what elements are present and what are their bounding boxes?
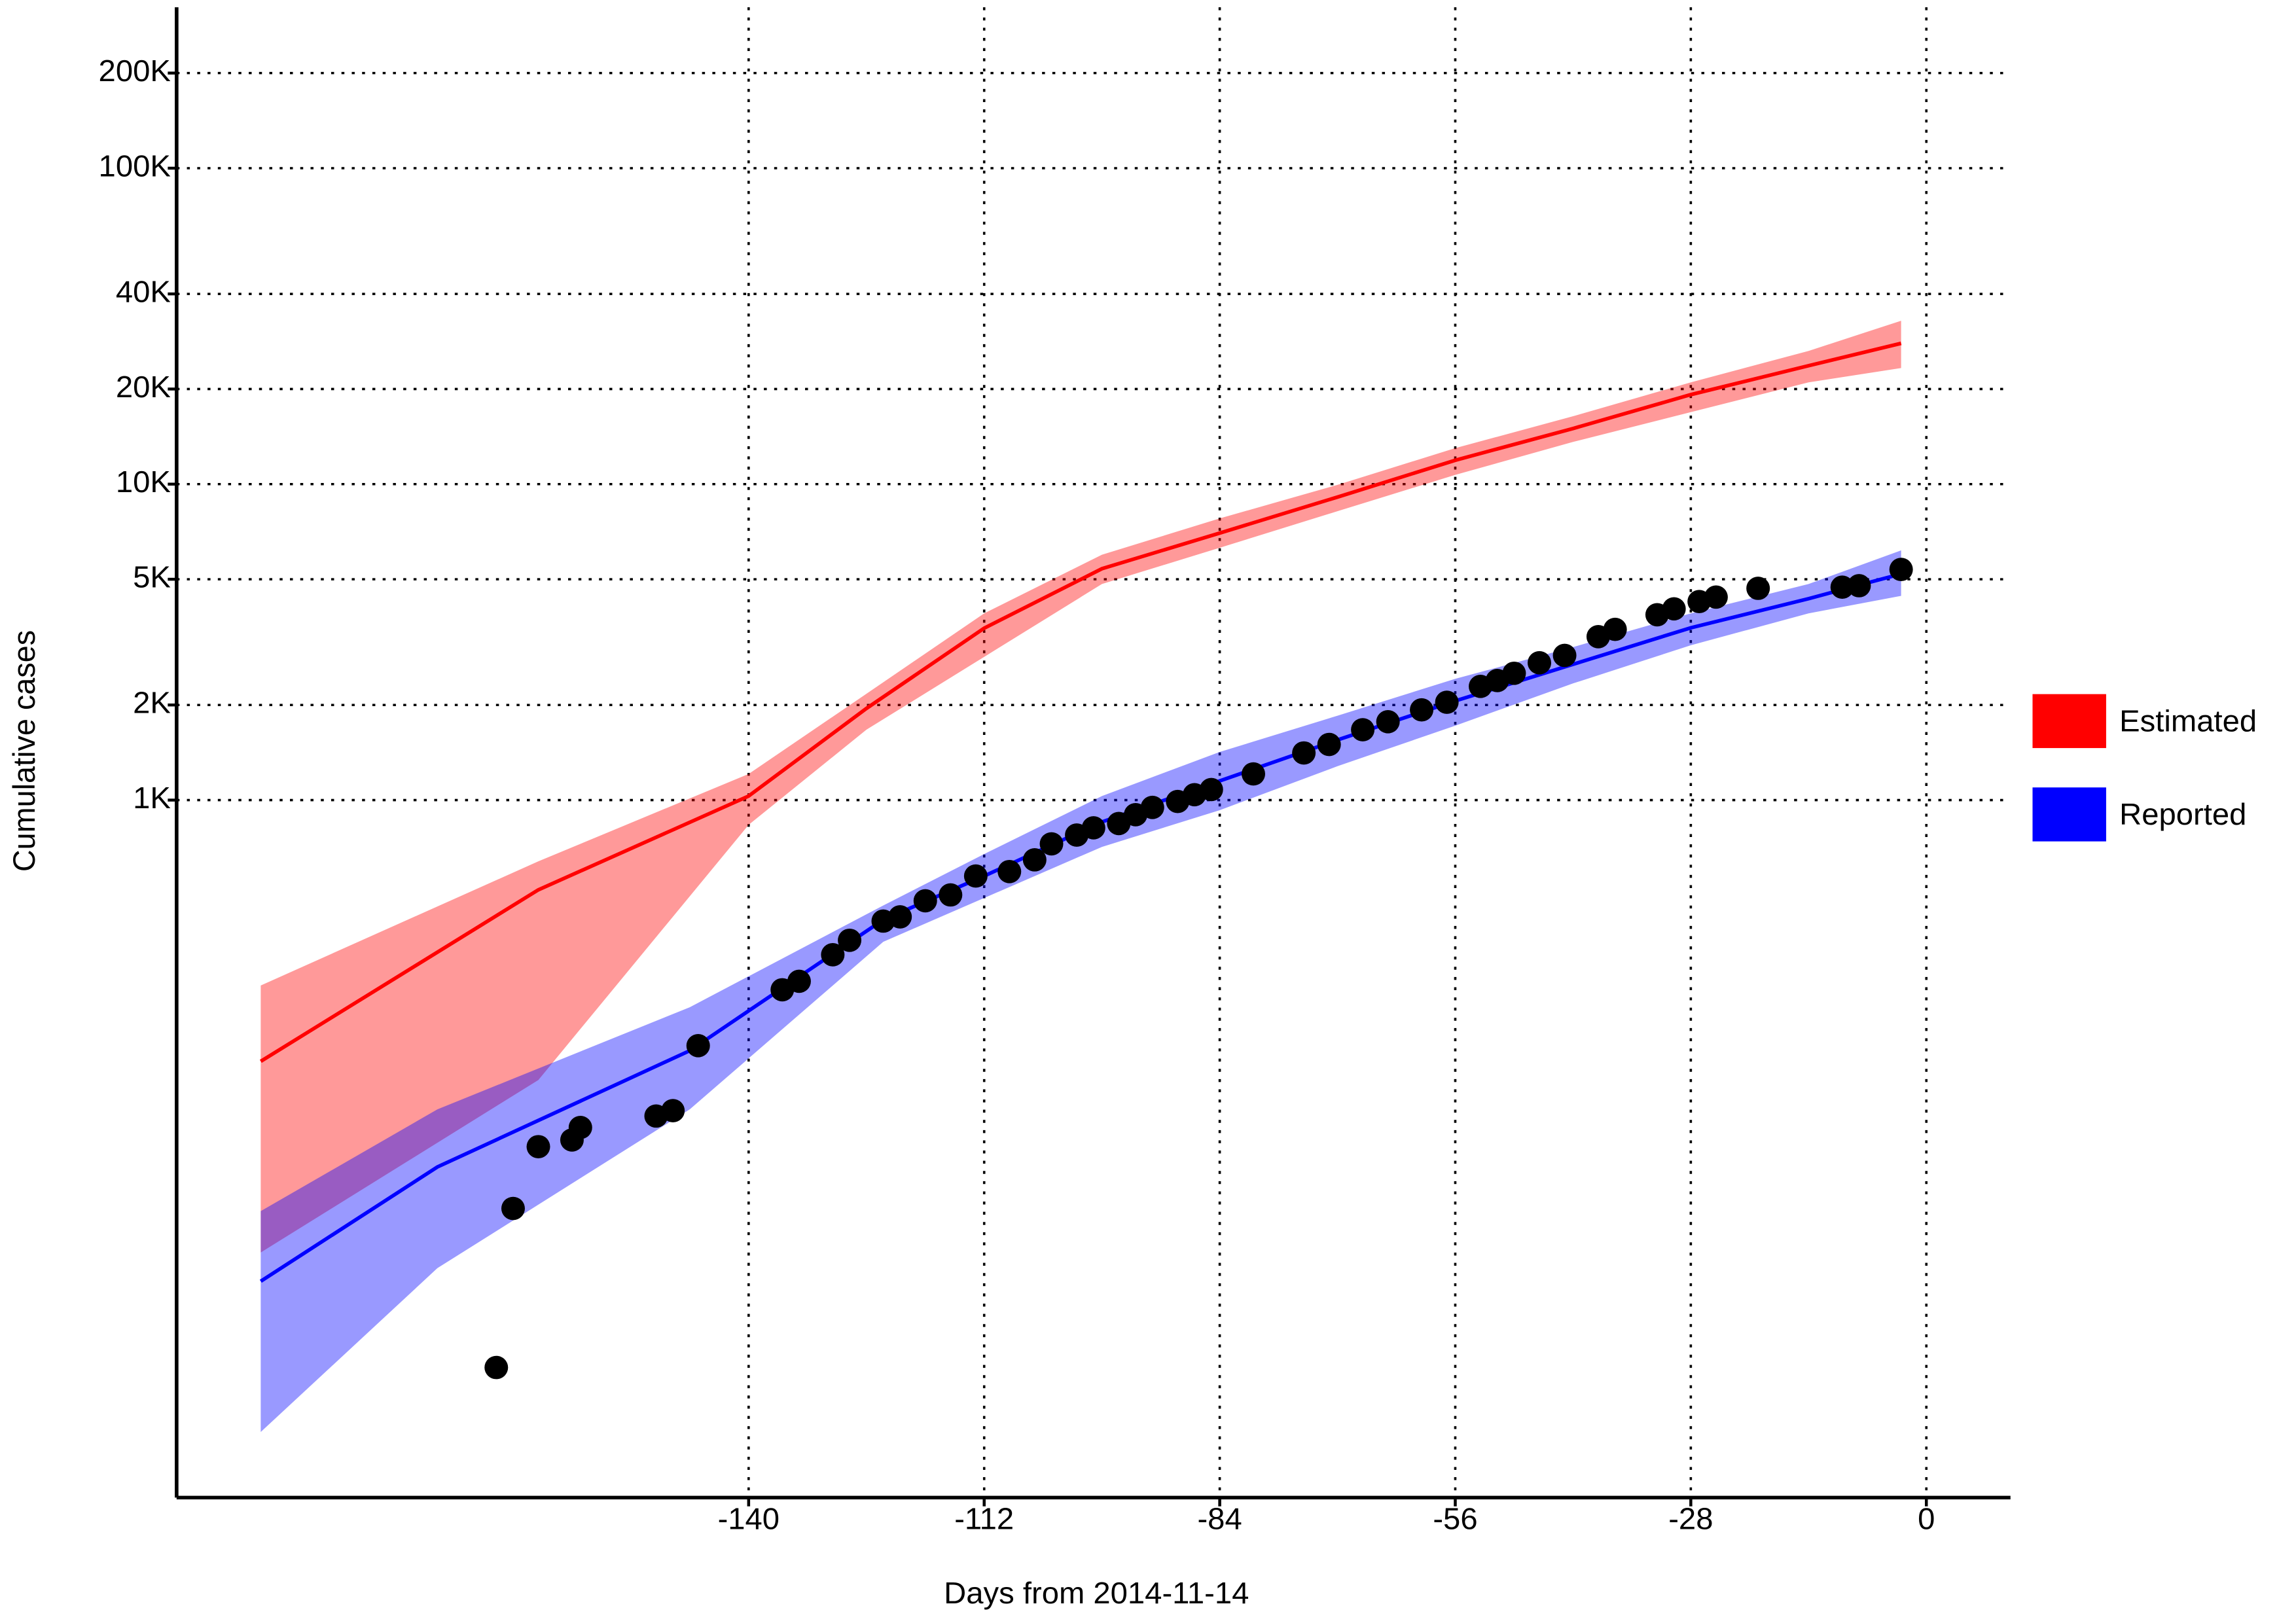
data-point bbox=[1376, 710, 1400, 734]
x-tick-label: -56 bbox=[1433, 1501, 1477, 1536]
data-point bbox=[1603, 617, 1627, 641]
data-point bbox=[1889, 558, 1913, 581]
data-point bbox=[1410, 698, 1434, 722]
data-point bbox=[1847, 574, 1871, 597]
data-point bbox=[686, 1034, 710, 1058]
x-tick-label: -84 bbox=[1197, 1501, 1242, 1536]
x-axis-title: Days from 2014-11-14 bbox=[944, 1575, 1249, 1610]
data-point bbox=[568, 1116, 592, 1139]
legend-swatch bbox=[2032, 694, 2106, 749]
x-tick-label: -28 bbox=[1668, 1501, 1713, 1536]
x-tick-label: -112 bbox=[954, 1501, 1014, 1536]
data-point bbox=[1081, 816, 1105, 840]
data-point bbox=[1435, 690, 1459, 714]
data-point bbox=[526, 1135, 550, 1158]
data-point bbox=[1039, 832, 1064, 856]
y-tick-label: 200K bbox=[99, 53, 171, 88]
y-tick-label: 5K bbox=[133, 560, 171, 594]
x-tick-label: 0 bbox=[1918, 1501, 1935, 1536]
data-point bbox=[1351, 718, 1375, 741]
data-point bbox=[1502, 661, 1526, 685]
data-point bbox=[1704, 585, 1728, 609]
data-point bbox=[1317, 732, 1341, 757]
data-point bbox=[1199, 777, 1223, 802]
y-tick-label: 2K bbox=[133, 685, 171, 720]
data-point bbox=[1830, 575, 1854, 599]
data-point bbox=[997, 859, 1022, 883]
data-point bbox=[1662, 597, 1686, 621]
line bbox=[259, 341, 1902, 1063]
data-point bbox=[821, 943, 845, 967]
data-point bbox=[1528, 651, 1551, 675]
data-point bbox=[1140, 795, 1164, 819]
legend-label: Estimated bbox=[2119, 704, 2257, 738]
y-tick-label: 10K bbox=[116, 464, 171, 499]
data-point bbox=[838, 928, 862, 952]
y-tick-label: 40K bbox=[116, 274, 171, 309]
data-point bbox=[501, 1196, 525, 1221]
y-tick-label: 1K bbox=[133, 780, 171, 815]
data-point bbox=[1292, 741, 1316, 765]
legend-label: Reported bbox=[2119, 796, 2246, 831]
x-tick-label: -140 bbox=[718, 1501, 780, 1536]
data-point bbox=[1022, 848, 1047, 872]
y-tick-label: 100K bbox=[99, 149, 171, 183]
data-point bbox=[888, 905, 912, 929]
data-point bbox=[963, 864, 988, 888]
y-tick-label: 20K bbox=[116, 369, 171, 404]
data-point bbox=[661, 1099, 685, 1122]
data-point bbox=[484, 1355, 509, 1380]
data-point bbox=[939, 883, 963, 907]
legend-swatch bbox=[2032, 787, 2106, 842]
data-point bbox=[1746, 577, 1770, 600]
data-point bbox=[913, 889, 937, 913]
data-point bbox=[1552, 643, 1577, 668]
data-point bbox=[1242, 762, 1265, 786]
data-point bbox=[787, 969, 811, 993]
y-axis-title: Cumulative cases bbox=[7, 630, 41, 872]
